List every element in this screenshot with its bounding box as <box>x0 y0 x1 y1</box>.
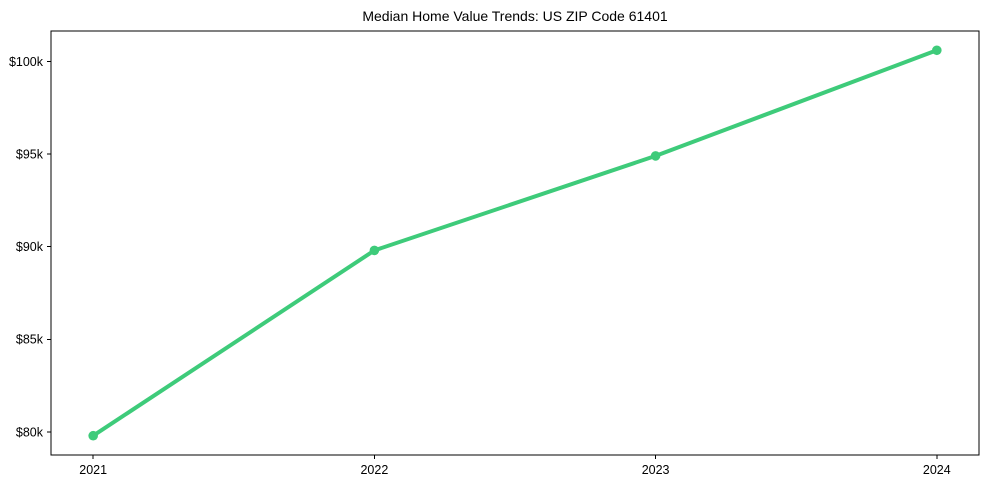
plot-area-border <box>50 30 980 456</box>
y-axis-tick-label: $85k <box>16 333 44 347</box>
x-axis-tick-label: 2024 <box>923 463 951 477</box>
y-axis-tick-label: $100k <box>9 55 44 69</box>
data-point-marker-2021 <box>88 430 98 441</box>
y-axis-tick-label: $95k <box>16 147 44 161</box>
chart-title: Median Home Value Trends: US ZIP Code 61… <box>362 8 668 24</box>
x-axis-tick-label: 2021 <box>79 463 107 477</box>
data-point-marker-2022 <box>369 245 380 256</box>
y-axis-tick-label: $90k <box>16 240 44 254</box>
x-axis-tick-label: 2022 <box>360 463 388 477</box>
data-point-marker-2024 <box>932 45 942 56</box>
y-axis-tick-label: $80k <box>16 425 44 439</box>
data-point-marker-2023 <box>650 151 661 161</box>
trend-line <box>91 48 939 438</box>
x-axis-tick-label: 2023 <box>642 463 670 477</box>
